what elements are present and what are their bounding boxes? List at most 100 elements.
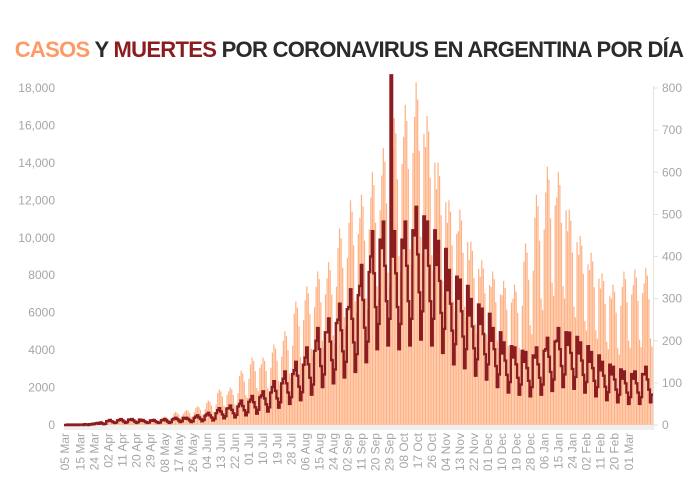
left-tick-label: 8000 (28, 268, 55, 282)
x-tick-label: 13 Jun (214, 433, 228, 469)
cases-bar (587, 264, 589, 425)
left-tick-label: 18,000 (18, 81, 55, 95)
cases-bar (370, 197, 372, 425)
cases-bar (643, 283, 645, 425)
cases-bar (512, 298, 514, 426)
cases-bar (242, 373, 244, 425)
x-tick-label: 24 Aug (327, 433, 341, 470)
cases-bar (129, 419, 131, 425)
cases-bar (635, 277, 638, 425)
right-tick-label: 300 (662, 292, 682, 306)
cases-bar (606, 341, 608, 425)
x-tick-label: 02 Apr (102, 433, 116, 468)
cases-bar (645, 267, 647, 425)
cases-bar (534, 217, 536, 425)
x-tick-label: 29 Apr (144, 433, 158, 468)
cases-bar (446, 222, 448, 425)
x-axis: 05 Mar 15 Mar 24 Mar 02 Apr 11 Apr 20 Apr 29 A… (58, 432, 636, 472)
cases-bar (617, 347, 619, 425)
cases-bar (592, 261, 594, 425)
cases-bar (376, 286, 378, 425)
x-tick-label: 04 Jun (200, 433, 214, 469)
cases-bar (523, 261, 525, 425)
cases-bar (612, 284, 614, 425)
cases-bar (593, 287, 595, 425)
x-tick-label: 28 Dec (523, 433, 537, 471)
cases-bar (646, 275, 648, 425)
cases-bar (476, 333, 478, 425)
x-tick-label: 24 Jan (566, 433, 580, 469)
cases-bar (634, 269, 636, 425)
cases-bar (382, 147, 384, 425)
cases-bar (424, 146, 427, 426)
cases-bar (457, 231, 459, 425)
x-tick-label: 20 Apr (130, 433, 144, 468)
cases-bar (637, 300, 639, 425)
cases-bar (249, 364, 252, 425)
x-axis-band (64, 425, 654, 430)
cases-bar (120, 420, 122, 425)
x-tick-label: 06 Jan (537, 433, 551, 469)
deaths-line (64, 74, 653, 427)
chart-title: CASOS Y MUERTES POR CORONAVIRUS EN ARGEN… (0, 37, 698, 63)
x-tick-label: 04 Nov (439, 433, 453, 471)
cases-bar (454, 312, 456, 425)
x-tick-label: 08 Oct (397, 432, 411, 468)
cases-bar (359, 217, 361, 425)
left-tick-label: 16,000 (18, 118, 55, 132)
x-tick-label: 17 Oct (411, 432, 425, 468)
cases-bar (579, 235, 581, 425)
x-tick-label: 19 Dec (509, 433, 523, 471)
cases-bar (140, 419, 142, 425)
left-tick-label: 10,000 (18, 231, 55, 245)
x-tick-label: 22 Jun (228, 433, 242, 469)
cases-bar (443, 293, 445, 425)
cases-bar (107, 420, 109, 425)
x-tick-label: 26 Oct (425, 432, 439, 468)
title-deaths-word: MUERTES (113, 37, 217, 62)
right-tick-label: 100 (662, 376, 682, 390)
right-tick-label: 0 (662, 418, 669, 432)
right-tick-label: 400 (662, 250, 682, 264)
cases-bar (610, 298, 613, 426)
cases-bar (631, 294, 633, 425)
cases-bar (565, 210, 567, 425)
cases-bar (582, 273, 584, 425)
cases-bar (435, 189, 438, 425)
cases-bar (526, 252, 528, 425)
cases-bar (251, 357, 253, 425)
cases-bar (598, 278, 600, 425)
title-cases-word: CASOS (14, 37, 90, 62)
cases-bar (532, 270, 534, 425)
title-and: Y (89, 37, 114, 62)
cases-bar (567, 231, 569, 425)
x-tick-label: 01 Dec (481, 433, 495, 471)
cases-bar (529, 325, 531, 425)
cases-bar (470, 241, 472, 425)
x-tick-label: 22 Nov (467, 433, 481, 471)
cases-bar (109, 420, 111, 425)
right-tick-label: 600 (662, 165, 682, 179)
cases-bar (413, 116, 416, 425)
cases-bar (546, 166, 548, 425)
cases-bar (328, 262, 330, 425)
cases-bar (243, 381, 245, 425)
cases-bar (628, 340, 630, 425)
x-tick-label: 17 May (172, 433, 186, 472)
cases-bar (337, 248, 339, 425)
cases-bar (620, 305, 622, 425)
cases-bar (388, 286, 391, 425)
cases-bar (613, 291, 616, 425)
cases-bar (538, 240, 541, 425)
cases-bar (381, 175, 383, 425)
cases-bar (623, 271, 625, 425)
cases-bar (490, 286, 492, 425)
cases-bar (573, 306, 575, 425)
cases-bar (548, 179, 550, 425)
x-tick-label: 11 Apr (116, 433, 130, 467)
cases-bar (118, 420, 120, 425)
cases-bar (403, 136, 405, 425)
cases-bar (626, 302, 628, 425)
cases-bar (360, 194, 363, 425)
